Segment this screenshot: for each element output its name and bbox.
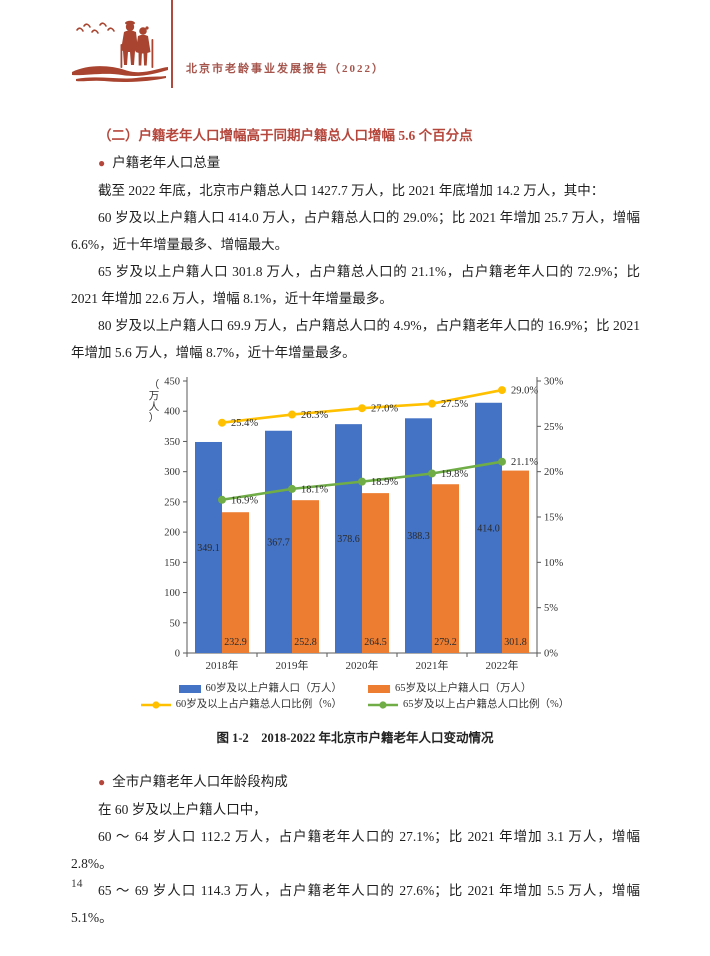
svg-text:0: 0 bbox=[175, 649, 180, 660]
legend-item: 65岁及以上户籍人口（万人） bbox=[368, 681, 532, 697]
svg-text:10%: 10% bbox=[544, 558, 564, 569]
combo-chart: 0 50 100 150 200 250 300 350 400 450 （万人） 0% 5% 10% 15… bbox=[140, 372, 570, 679]
svg-text:414.0: 414.0 bbox=[477, 523, 500, 534]
svg-text:29.0%: 29.0% bbox=[511, 386, 538, 397]
svg-text:250: 250 bbox=[164, 497, 180, 508]
paragraph: 65 岁及以上户籍人口 301.8 万人，占户籍总人口的 21.1%，占户籍老年… bbox=[71, 264, 640, 306]
legend-item: 65岁及以上占户籍总人口比例（%） bbox=[368, 697, 569, 713]
section-age-structure: ● 全市户籍老年人口年龄段构成 在 60 岁及以上户籍人口中， 60 ～ 64 岁… bbox=[71, 768, 640, 931]
header-divider bbox=[171, 0, 173, 88]
paragraph: 60 岁及以上户籍人口 414.0 万人，占户籍总人口的 29.0%；比 202… bbox=[71, 210, 640, 252]
figure-caption: 图 1-2 2018-2022 年北京市户籍老年人口变动情况 bbox=[216, 731, 494, 745]
legend-item: 60岁及以上户籍人口（万人） bbox=[178, 681, 343, 697]
legend-label: 60岁及以上占户籍总人口比例（%） bbox=[175, 699, 342, 710]
svg-text:264.5: 264.5 bbox=[364, 637, 387, 648]
svg-text:2018年: 2018年 bbox=[206, 658, 239, 672]
paragraph: 65 ～ 69 岁人口 114.3 万人，占户籍老年人口的 27.6%；比 20… bbox=[71, 883, 640, 925]
paragraph: 80 岁及以上户籍人口 69.9 万人，占户籍总人口的 4.9%，占户籍老年人口… bbox=[71, 318, 640, 360]
bullet-item-age-structure: ● 全市户籍老年人口年龄段构成 bbox=[71, 768, 640, 796]
legend-line-marker-icon bbox=[140, 701, 171, 709]
svg-text:252.8: 252.8 bbox=[294, 637, 317, 648]
legend-line-marker-icon bbox=[368, 701, 398, 709]
bullet-label: 户籍老年人口总量 bbox=[112, 155, 221, 170]
svg-text:15%: 15% bbox=[544, 513, 564, 524]
svg-text:350: 350 bbox=[164, 437, 180, 448]
legend-label: 65岁及以上占户籍总人口比例（%） bbox=[403, 699, 570, 710]
svg-text:18.9%: 18.9% bbox=[371, 477, 398, 488]
page-header: 北京市老龄事业发展报告（2022） bbox=[0, 0, 710, 96]
svg-text:20%: 20% bbox=[544, 467, 564, 478]
svg-text:279.2: 279.2 bbox=[434, 637, 457, 648]
svg-text:2020年: 2020年 bbox=[346, 658, 379, 672]
svg-text:27.5%: 27.5% bbox=[441, 399, 468, 410]
svg-text:200: 200 bbox=[164, 528, 180, 539]
svg-text:0%: 0% bbox=[544, 649, 558, 660]
svg-text:232.9: 232.9 bbox=[224, 637, 247, 648]
svg-text:100: 100 bbox=[164, 588, 180, 599]
svg-text:300: 300 bbox=[164, 467, 180, 478]
svg-text:16.9%: 16.9% bbox=[231, 495, 258, 506]
svg-text:5%: 5% bbox=[544, 603, 558, 614]
paragraph: 60 ～ 64 岁人口 112.2 万人，占户籍老年人口的 27.1%；比 20… bbox=[71, 829, 640, 871]
bullet-label: 全市户籍老年人口年龄段构成 bbox=[112, 774, 288, 789]
svg-text:378.6: 378.6 bbox=[337, 534, 360, 545]
svg-text:388.3: 388.3 bbox=[407, 531, 430, 542]
bullet-item-total-population: ● 户籍老年人口总量 bbox=[71, 149, 640, 177]
bullet-icon: ● bbox=[98, 775, 106, 789]
chart-legend: 60岁及以上户籍人口（万人） 65岁及以上户籍人口（万人） 60岁及以上占户籍总人口… bbox=[120, 681, 590, 713]
svg-text:19.8%: 19.8% bbox=[441, 469, 468, 480]
svg-text:25%: 25% bbox=[544, 422, 564, 433]
legend-label: 65岁及以上户籍人口（万人） bbox=[395, 683, 532, 694]
report-title: 北京市老龄事业发展报告（2022） bbox=[186, 63, 385, 75]
section-heading: （二）户籍老年人口增幅高于同期户籍总人口增幅 5.6 个百分点 bbox=[98, 128, 473, 143]
legend-item: 60岁及以上占户籍总人口比例（%） bbox=[140, 697, 342, 713]
elderly-couple-logo-icon bbox=[70, 6, 170, 90]
paragraph: 截至 2022 年底，北京市户籍总人口 1427.7 万人，比 2021 年底增… bbox=[98, 183, 605, 198]
svg-text:2021年: 2021年 bbox=[416, 658, 449, 672]
legend-bar-swatch-icon bbox=[368, 685, 390, 693]
svg-text:2022年: 2022年 bbox=[486, 658, 519, 672]
paragraph: 在 60 岁及以上户籍人口中， bbox=[98, 802, 267, 817]
legend-bar-swatch-icon bbox=[178, 685, 201, 693]
svg-text:400: 400 bbox=[164, 407, 180, 418]
svg-text:2019年: 2019年 bbox=[276, 658, 309, 672]
legend-label: 60岁及以上户籍人口（万人） bbox=[205, 683, 343, 694]
svg-text:（万人）: （万人） bbox=[149, 379, 160, 424]
svg-text:21.1%: 21.1% bbox=[511, 457, 538, 468]
svg-text:50: 50 bbox=[170, 618, 181, 629]
svg-text:27.0%: 27.0% bbox=[371, 404, 398, 415]
svg-text:349.1: 349.1 bbox=[197, 543, 220, 554]
svg-text:26.3%: 26.3% bbox=[301, 410, 328, 421]
svg-text:301.8: 301.8 bbox=[504, 637, 527, 648]
svg-text:367.7: 367.7 bbox=[267, 537, 290, 548]
svg-text:450: 450 bbox=[164, 377, 180, 388]
figure-1-2: 0 50 100 150 200 250 300 350 400 450 （万人） 0% 5% 10% 15… bbox=[70, 372, 640, 746]
svg-text:25.4%: 25.4% bbox=[231, 418, 258, 429]
bullet-icon: ● bbox=[98, 156, 106, 170]
svg-text:30%: 30% bbox=[544, 377, 564, 388]
svg-text:150: 150 bbox=[164, 558, 180, 569]
page-number: 14 bbox=[71, 878, 83, 890]
svg-text:18.1%: 18.1% bbox=[301, 484, 328, 495]
section-totals: （二）户籍老年人口增幅高于同期户籍总人口增幅 5.6 个百分点 ● 户籍老年人口总… bbox=[71, 122, 640, 366]
